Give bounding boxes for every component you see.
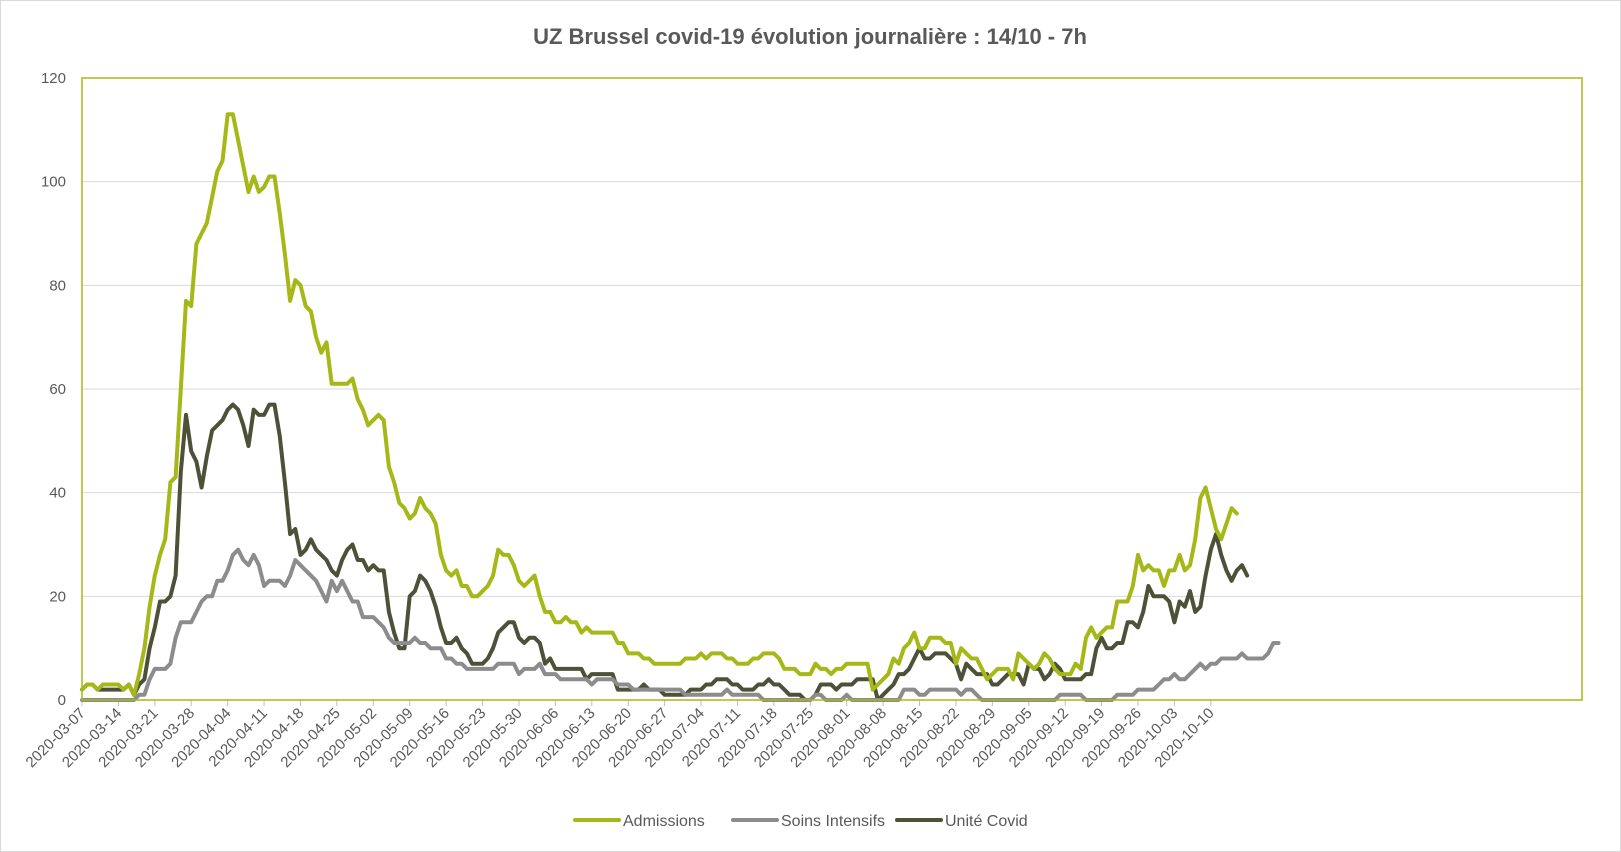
- series-lines: [80, 112, 1281, 702]
- series-line-soins-intensifs: [80, 547, 1281, 702]
- y-tick-label-40: 40: [49, 485, 66, 502]
- y-tick-label-100: 100: [41, 174, 66, 191]
- series-line-admissions: [80, 112, 1239, 697]
- y-tick-label-0: 0: [58, 692, 66, 709]
- legend: Admissions Soins Intensifs Unité Covid: [573, 813, 1028, 830]
- legend-label: Soins Intensifs: [781, 813, 885, 830]
- plot-area-border: [81, 77, 1583, 701]
- legend-label: Unité Covid: [945, 813, 1028, 830]
- chart-title: UZ Brussel covid-19 évolution journalièr…: [533, 24, 1087, 49]
- gridlines: [82, 181, 1582, 701]
- y-tick-label-20: 20: [49, 588, 66, 605]
- y-tick-label-80: 80: [49, 277, 66, 294]
- y-tick-label-60: 60: [49, 381, 66, 398]
- y-tick-label-120: 120: [41, 70, 66, 87]
- series-line-unité-covid: [80, 402, 1250, 702]
- legend-label: Admissions: [623, 813, 705, 830]
- y-axis-ticks: 0 20 40 60 80 100 120: [41, 70, 66, 709]
- x-axis-ticks: 2020-03-072020-03-142020-03-212020-03-28…: [23, 700, 1218, 771]
